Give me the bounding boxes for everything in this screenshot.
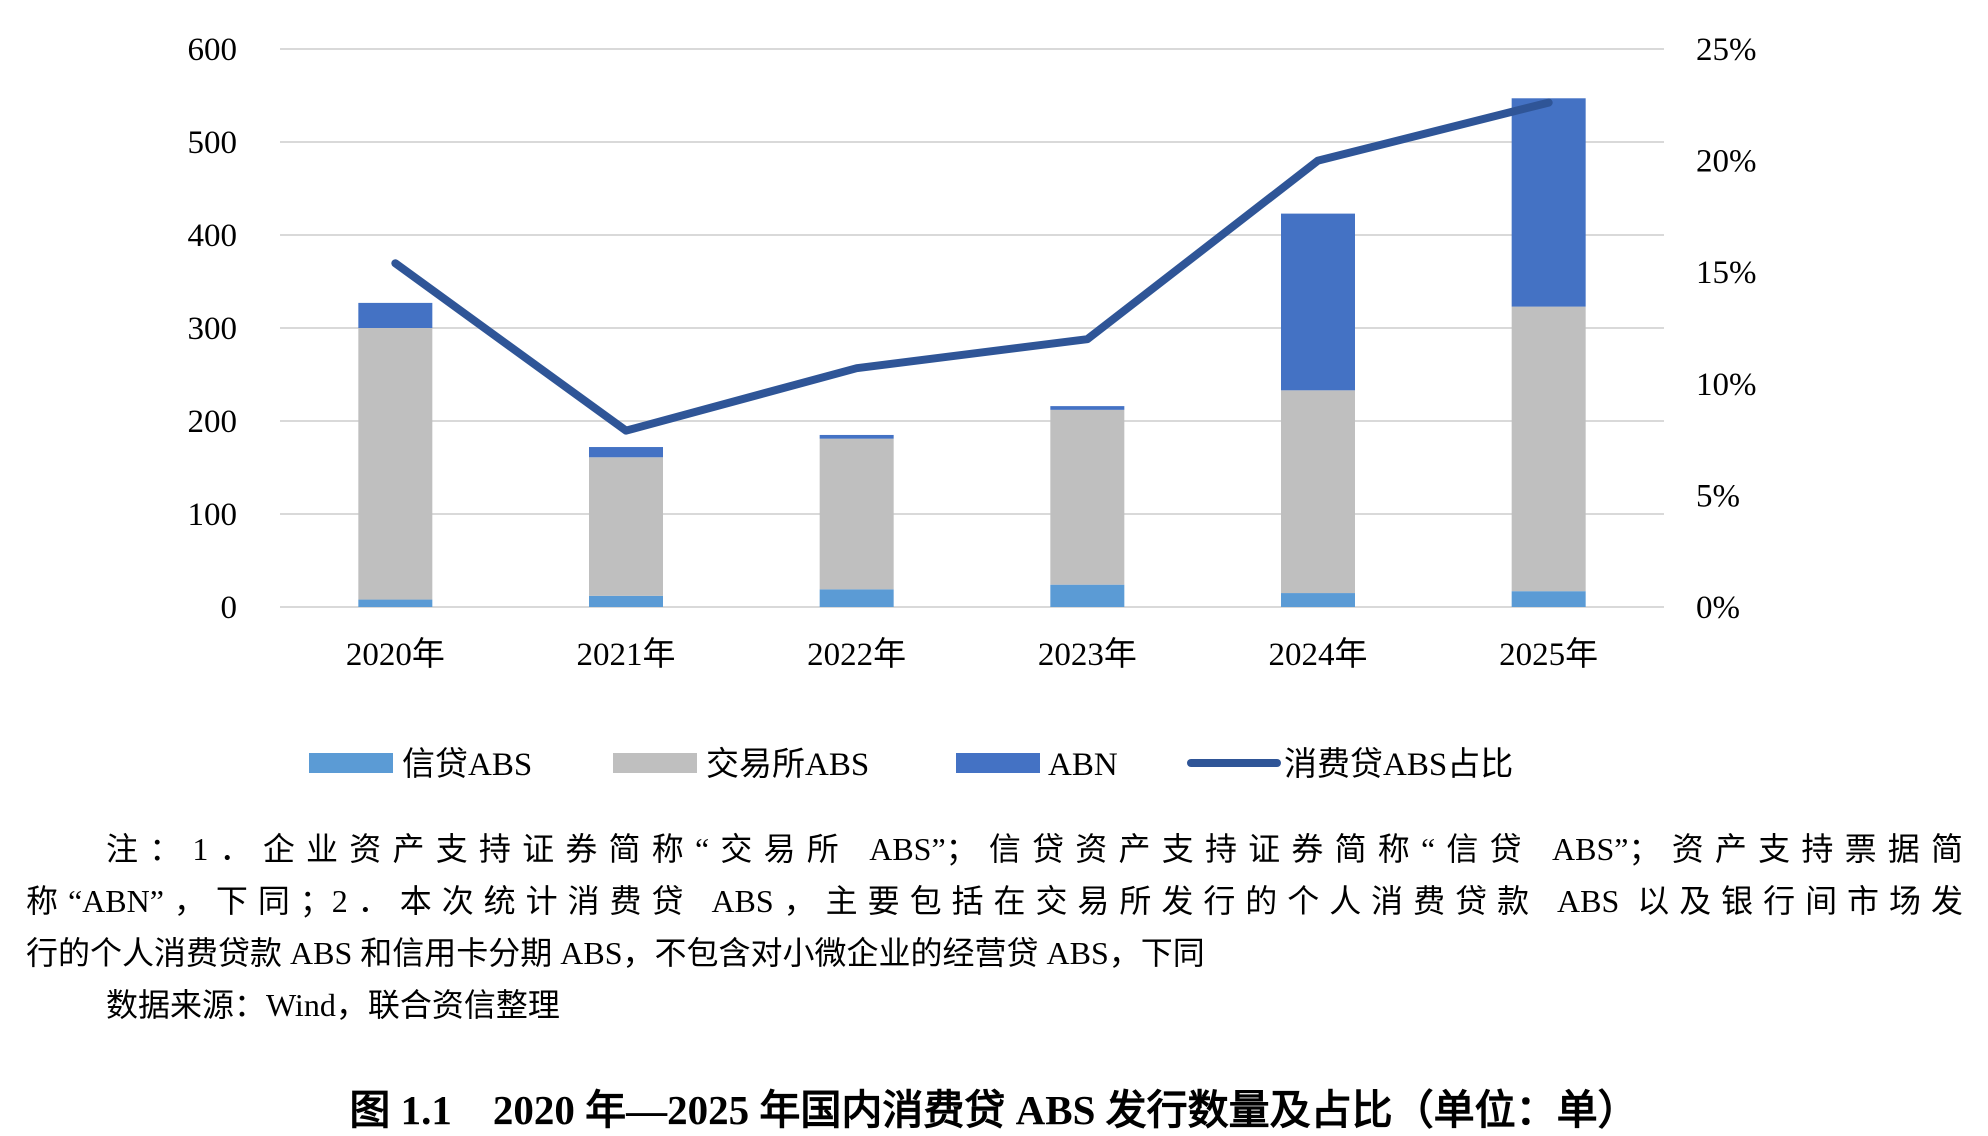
bar-ABN (819, 434, 894, 439)
y-right-tick-label: 10% (1696, 367, 1757, 403)
y-left-tick-label: 300 (188, 311, 238, 347)
bar-信贷ABS (589, 595, 663, 607)
bar-交易所ABS (1511, 306, 1586, 592)
bar-信贷ABS (1281, 593, 1355, 607)
y-left-tick-label: 0 (221, 590, 238, 626)
y-left-tick-label: 400 (188, 218, 238, 254)
bar-信贷ABS (1050, 584, 1125, 607)
y-right-tick-label: 25% (1696, 32, 1757, 68)
y-left-tick-label: 100 (188, 497, 238, 533)
bar-信贷ABS (358, 599, 433, 607)
chart-note: 注：1．企业资产支持证券简称“交易所 ABS”；信贷资产支持证券简称“信贷 AB… (26, 823, 1963, 1031)
bar-信贷ABS (1511, 591, 1586, 607)
legend-swatch (956, 753, 1040, 773)
data-source: 数据来源：Wind，联合资信整理 (106, 987, 560, 1023)
bar-信贷ABS (819, 589, 894, 607)
bar-ABN (1050, 406, 1125, 410)
y-right-tick-label: 5% (1696, 478, 1740, 514)
x-tick-label: 2021年 (577, 636, 676, 673)
bar-ABN (1511, 98, 1586, 307)
chart: 0 100 200 300 400 500 600 0% 5% 10% 15% 20% 25% 2020年… (188, 32, 1757, 783)
legend-label: 交易所ABS (706, 746, 869, 783)
legend-swatch (613, 753, 697, 773)
bar-交易所ABS (358, 328, 433, 600)
legend-label: ABN (1048, 747, 1118, 783)
bar-交易所ABS (1050, 409, 1125, 585)
note-line-2: 称“ABN”，下同；2．本次统计消费贷 ABS，主要包括在交易所发行的个人消费贷… (26, 883, 1963, 919)
line-series (391, 98, 1553, 435)
x-tick-label: 2025年 (1499, 636, 1598, 673)
bar-交易所ABS (819, 438, 894, 590)
y-left-tick-label: 600 (188, 32, 238, 68)
bar-ABN (1281, 213, 1355, 391)
y-left-tick-label: 200 (188, 404, 238, 440)
bar-ABN (358, 302, 433, 328)
figure-caption: 图 1.1 2020 年—2025 年国内消费贷 ABS 发行数量及占比（单位：… (349, 1087, 1639, 1133)
x-tick-label: 2024年 (1269, 636, 1368, 673)
note-line-3: 行的个人消费贷款 ABS 和信用卡分期 ABS，不包含对小微企业的经营贷 ABS… (26, 935, 1205, 971)
y-right-tick-label: 20% (1696, 144, 1757, 180)
x-tick-label: 2020年 (346, 636, 445, 673)
bar-ABN (589, 447, 663, 458)
note-line-1: 注：1．企业资产支持证券简称“交易所 ABS”；信贷资产支持证券简称“信贷 AB… (106, 831, 1963, 867)
legend-label: 消费贷ABS占比 (1284, 746, 1513, 783)
y-right-tick-label: 15% (1696, 255, 1757, 291)
x-tick-label: 2022年 (807, 636, 906, 673)
legend-swatch (309, 753, 393, 773)
bar-交易所ABS (1281, 390, 1355, 594)
bar-交易所ABS (589, 457, 663, 596)
legend-label: 信贷ABS (402, 746, 532, 783)
x-tick-label: 2023年 (1038, 636, 1137, 673)
y-left-tick-label: 500 (188, 125, 238, 161)
y-right-tick-label: 0% (1696, 590, 1740, 626)
